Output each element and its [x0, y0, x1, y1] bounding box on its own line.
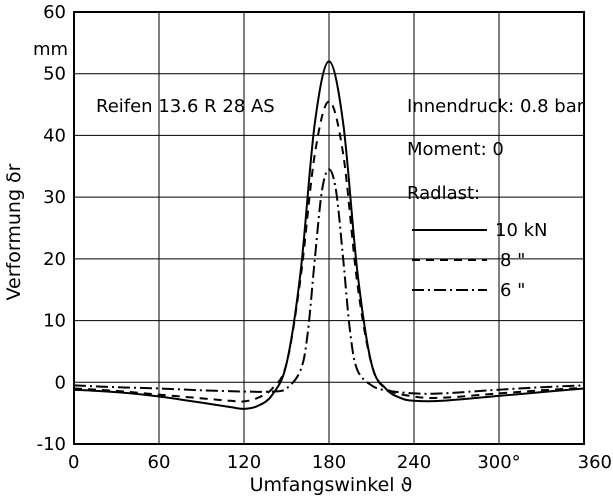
legend-label-6kn: 6 ": [500, 280, 525, 301]
tire-annotation: Reifen 13.6 R 28 AS: [96, 96, 275, 117]
y-tick-label: 20: [43, 249, 66, 270]
y-tick-label: 10: [43, 311, 66, 332]
y-unit: mm: [33, 39, 68, 60]
y-tick-label: 60: [43, 2, 66, 23]
x-tick-label: 360: [578, 452, 612, 473]
legend: 10 kN 8 " 6 ": [412, 220, 548, 301]
y-tick-label: 40: [43, 125, 66, 146]
load-annotation: Radlast:: [407, 183, 480, 204]
y-tick-label: 30: [43, 187, 66, 208]
y-tick-label: -10: [37, 434, 66, 455]
series-6kn: [73, 168, 585, 395]
plot-frame: [73, 11, 585, 445]
x-tick-label: 240: [397, 452, 431, 473]
x-tick-label: 60: [148, 452, 171, 473]
series-layer: [73, 60, 585, 410]
legend-label-10kn: 10 kN: [495, 220, 548, 241]
x-axis-title: Umfangswinkel ϑ: [250, 474, 413, 496]
x-tick-label: 120: [227, 452, 261, 473]
y-tick-label: 0: [55, 372, 66, 393]
x-tick-label: 0: [68, 452, 79, 473]
grid: [73, 11, 585, 445]
x-tick-label: 180: [312, 452, 346, 473]
moment-annotation: Moment: 0: [407, 139, 504, 160]
series-8kn: [73, 100, 585, 403]
y-tick-label: 50: [43, 64, 66, 85]
y-axis-title: Verformung δr: [3, 163, 25, 300]
series-10kn: [73, 60, 585, 410]
legend-label-8kn: 8 ": [500, 250, 525, 271]
pressure-annotation: Innendruck: 0.8 bar: [407, 96, 585, 117]
x-tick-label: 300°: [477, 452, 520, 473]
